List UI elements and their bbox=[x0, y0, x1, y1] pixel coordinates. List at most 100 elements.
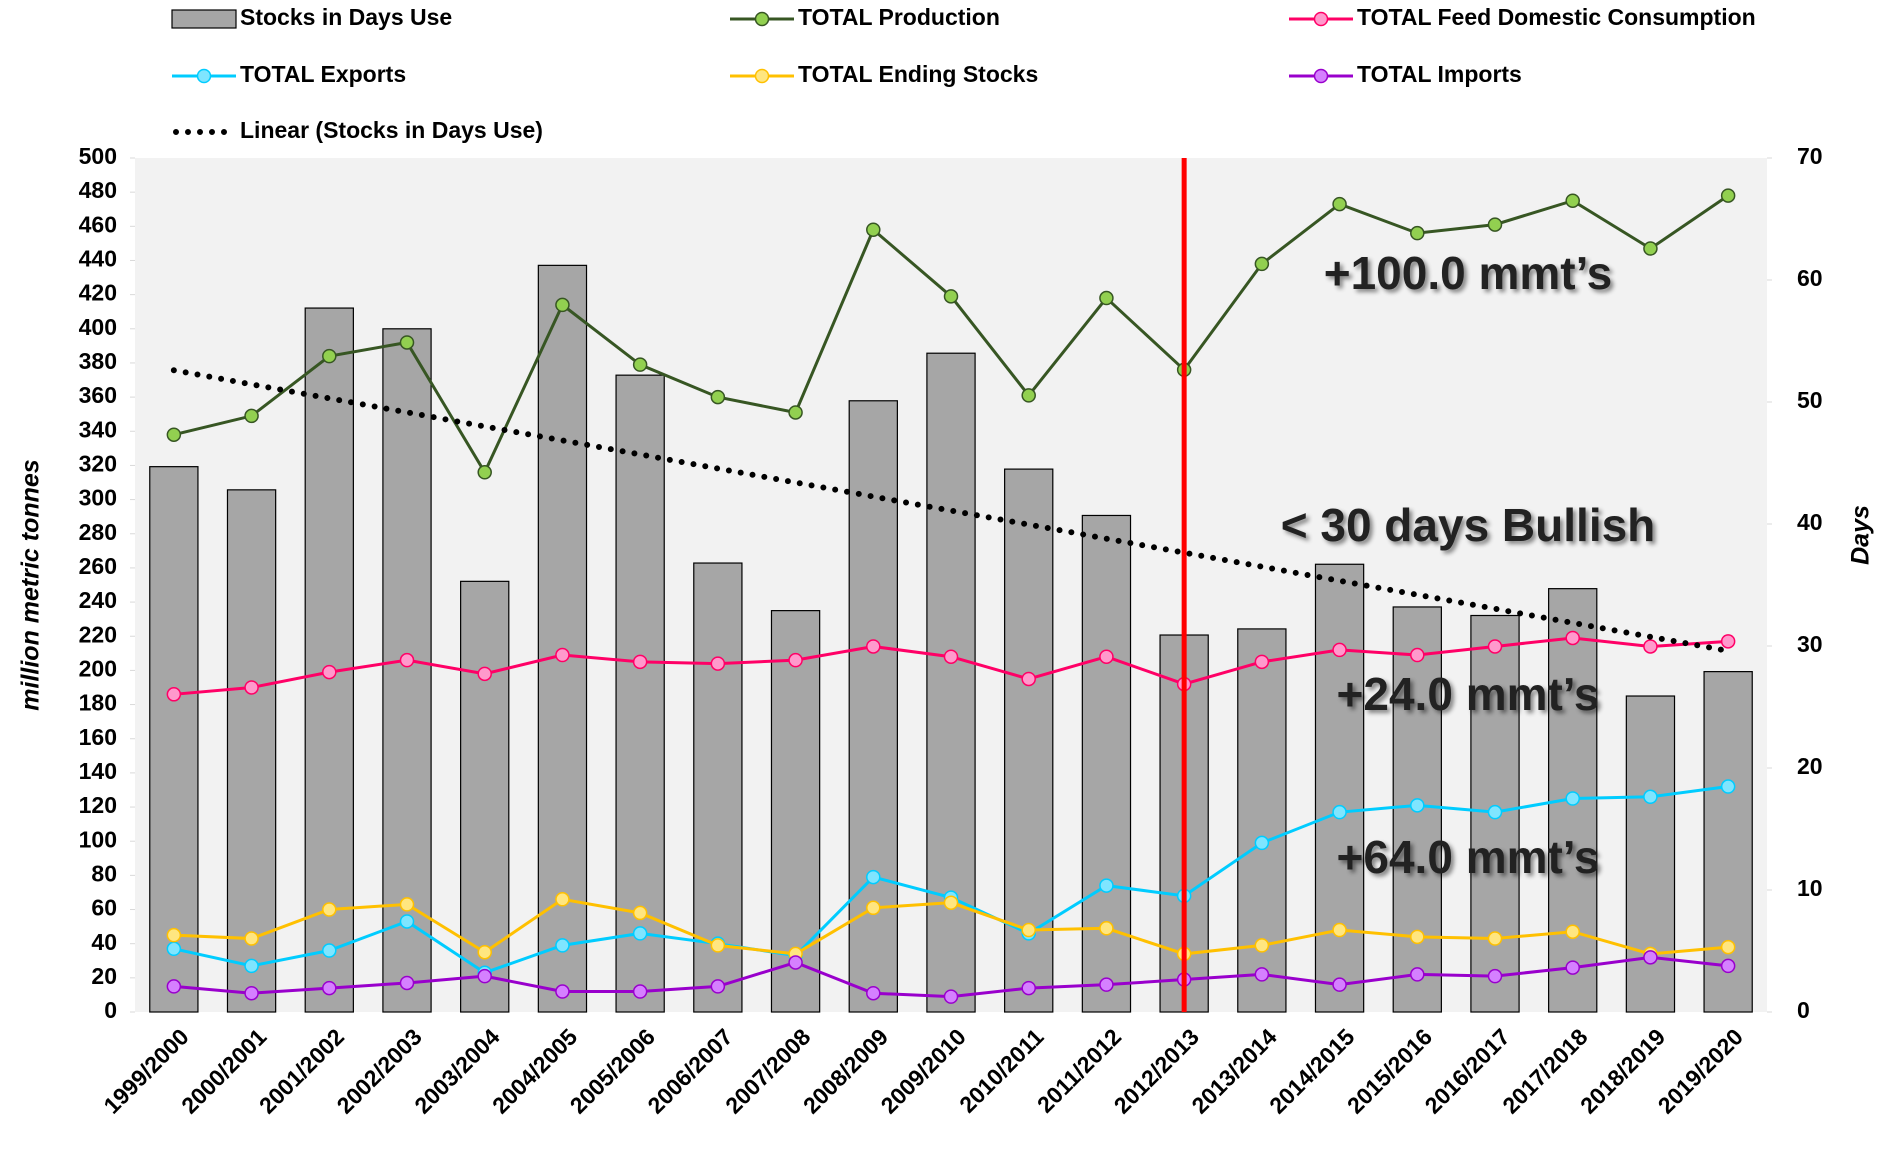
marker bbox=[1099, 921, 1114, 936]
annotation: +100.0 mmt’s bbox=[1324, 247, 1613, 299]
marker bbox=[866, 900, 881, 916]
y2-tick-label: 30 bbox=[1797, 631, 1823, 657]
y-tick-label: 420 bbox=[79, 280, 117, 306]
marker bbox=[1021, 922, 1036, 938]
y-tick-label: 440 bbox=[79, 246, 117, 272]
legend-swatch bbox=[171, 9, 237, 29]
marker bbox=[166, 427, 182, 442]
annotation: +64.0 mmt’s bbox=[1337, 831, 1600, 883]
trend-line bbox=[170, 367, 1732, 654]
marker bbox=[1332, 642, 1347, 658]
marker bbox=[1254, 938, 1270, 953]
marker bbox=[1332, 922, 1347, 938]
bar bbox=[1314, 563, 1365, 1013]
y-tick-label: 500 bbox=[79, 143, 117, 169]
marker bbox=[1021, 980, 1036, 996]
bar bbox=[1081, 514, 1132, 1013]
y-tick-label: 60 bbox=[91, 895, 117, 921]
marker bbox=[399, 335, 415, 350]
marker bbox=[632, 357, 648, 372]
marker bbox=[1099, 878, 1114, 893]
marker bbox=[943, 989, 959, 1004]
legend-label: Linear (Stocks in Days Use) bbox=[240, 117, 543, 143]
marker bbox=[1254, 835, 1270, 851]
x-tick-label: 2010/2011 bbox=[954, 1023, 1049, 1118]
marker bbox=[788, 405, 803, 420]
y-tick-label: 120 bbox=[79, 792, 117, 818]
y-tick-label: 380 bbox=[79, 348, 117, 374]
marker bbox=[1487, 217, 1503, 232]
bar bbox=[1004, 468, 1054, 1013]
marker bbox=[1410, 647, 1425, 663]
marker bbox=[1720, 634, 1736, 649]
marker bbox=[166, 941, 182, 957]
x-tick-label: 2009/2010 bbox=[876, 1023, 971, 1118]
marker bbox=[1565, 960, 1580, 975]
y-tick-label: 280 bbox=[79, 519, 117, 545]
marker bbox=[399, 652, 415, 668]
marker bbox=[166, 687, 182, 702]
marker bbox=[1410, 929, 1425, 945]
bar bbox=[149, 466, 199, 1013]
y-tick-label: 100 bbox=[79, 826, 117, 852]
legend-label: TOTAL Imports bbox=[1357, 61, 1522, 87]
marker bbox=[244, 958, 259, 974]
y2-axis-title: Days bbox=[1847, 505, 1875, 565]
marker bbox=[399, 897, 415, 912]
y-tick-label: 400 bbox=[79, 314, 117, 340]
marker bbox=[710, 389, 726, 405]
legend-label: TOTAL Production bbox=[798, 4, 1000, 30]
marker bbox=[1254, 967, 1270, 982]
marker bbox=[322, 348, 337, 364]
y2-tick-label: 50 bbox=[1797, 387, 1823, 413]
marker bbox=[244, 408, 259, 424]
marker bbox=[1565, 630, 1580, 646]
y2-tick-label: 40 bbox=[1797, 509, 1823, 535]
y-tick-label: 480 bbox=[79, 177, 117, 203]
marker bbox=[943, 895, 959, 910]
marker bbox=[943, 649, 959, 664]
marker bbox=[1565, 924, 1580, 939]
y-tick-label: 260 bbox=[79, 553, 117, 579]
marker bbox=[244, 680, 259, 695]
marker bbox=[1254, 654, 1270, 670]
y-tick-label: 360 bbox=[79, 382, 117, 408]
bar bbox=[1625, 695, 1676, 1013]
y-tick-label: 200 bbox=[79, 655, 117, 681]
legend-swatch bbox=[754, 68, 770, 84]
y2-tick-label: 20 bbox=[1797, 753, 1823, 779]
y-tick-label: 160 bbox=[79, 724, 117, 750]
legend-label: Stocks in Days Use bbox=[240, 4, 452, 30]
marker bbox=[1021, 388, 1036, 403]
marker bbox=[477, 968, 492, 984]
legend-swatch bbox=[1313, 11, 1329, 27]
marker bbox=[477, 465, 492, 480]
legend-label: TOTAL Exports bbox=[240, 61, 406, 87]
marker bbox=[1643, 639, 1658, 654]
y-tick-label: 40 bbox=[91, 929, 117, 955]
y-tick-label: 340 bbox=[79, 416, 117, 442]
legend-label: TOTAL Ending Stocks bbox=[798, 61, 1038, 87]
marker bbox=[555, 892, 570, 907]
marker bbox=[710, 979, 726, 994]
y-tick-label: 320 bbox=[79, 451, 117, 477]
marker bbox=[555, 938, 570, 953]
marker bbox=[1487, 639, 1503, 654]
marker bbox=[788, 652, 803, 668]
bar bbox=[1237, 628, 1287, 1013]
marker bbox=[632, 654, 648, 670]
marker bbox=[632, 926, 648, 941]
marker bbox=[1565, 791, 1580, 806]
y-tick-label: 220 bbox=[79, 621, 117, 647]
marker bbox=[632, 984, 648, 999]
y-axis-title: million metric tonnes bbox=[17, 459, 45, 711]
legend-swatch bbox=[754, 11, 770, 27]
marker bbox=[1021, 671, 1036, 687]
y2-tick-label: 70 bbox=[1797, 143, 1823, 169]
bar bbox=[226, 489, 277, 1013]
y-tick-label: 20 bbox=[91, 963, 117, 989]
marker bbox=[1099, 649, 1114, 664]
marker bbox=[322, 980, 337, 996]
marker bbox=[166, 927, 182, 943]
marker bbox=[1643, 950, 1658, 965]
